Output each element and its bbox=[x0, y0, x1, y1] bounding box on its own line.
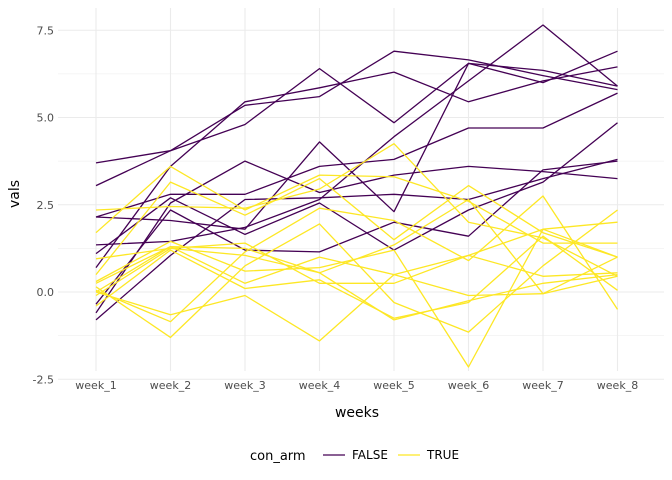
grid-lines bbox=[58, 8, 664, 380]
series-line-true bbox=[95, 235, 618, 319]
y-axis-title: vals bbox=[7, 180, 23, 208]
series-line-true bbox=[95, 242, 618, 297]
series-line-false bbox=[95, 62, 618, 230]
x-axis-ticks: week_1 week_2 week_3 week_4 week_5 week_6 week… bbox=[75, 379, 638, 392]
series-line-true bbox=[95, 209, 618, 339]
series-line-false bbox=[95, 24, 618, 246]
legend-label-true: TRUE bbox=[426, 448, 459, 462]
x-axis-title: weeks bbox=[335, 405, 379, 421]
series-line-false bbox=[95, 50, 618, 164]
y-tick-label: 0.0 bbox=[37, 286, 55, 299]
y-tick-label: 2.5 bbox=[37, 199, 55, 212]
series-line-true bbox=[95, 273, 618, 342]
y-axis-ticks: -2.5 0.0 2.5 5.0 7.5 bbox=[33, 24, 54, 386]
legend: con_arm FALSE TRUE bbox=[250, 448, 459, 464]
series-line-true bbox=[95, 228, 618, 293]
x-tick-label: week_1 bbox=[75, 379, 116, 392]
series-line-false bbox=[95, 122, 618, 255]
series-lines bbox=[95, 24, 619, 368]
y-tick-label: 7.5 bbox=[37, 24, 55, 37]
y-tick-label: 5.0 bbox=[37, 112, 55, 125]
series-line-true bbox=[95, 177, 618, 276]
series-line-true bbox=[95, 143, 618, 277]
series-line-true bbox=[95, 165, 618, 244]
x-tick-label: week_3 bbox=[224, 379, 265, 392]
series-line-true bbox=[95, 221, 618, 368]
x-tick-label: week_5 bbox=[373, 379, 414, 392]
x-tick-label: week_6 bbox=[448, 379, 489, 392]
y-tick-label: -2.5 bbox=[33, 373, 54, 386]
legend-label-false: FALSE bbox=[352, 448, 388, 462]
x-tick-label: week_7 bbox=[522, 379, 563, 392]
series-line-false bbox=[95, 66, 618, 268]
x-tick-label: week_8 bbox=[597, 379, 638, 392]
series-line-false bbox=[95, 92, 618, 218]
series-line-false bbox=[95, 160, 618, 305]
x-tick-label: week_2 bbox=[150, 379, 191, 392]
x-tick-label: week_4 bbox=[299, 379, 340, 392]
series-line-false bbox=[95, 160, 618, 314]
series-line-false bbox=[95, 50, 618, 187]
series-line-true bbox=[95, 195, 619, 323]
legend-title: con_arm bbox=[250, 449, 306, 464]
